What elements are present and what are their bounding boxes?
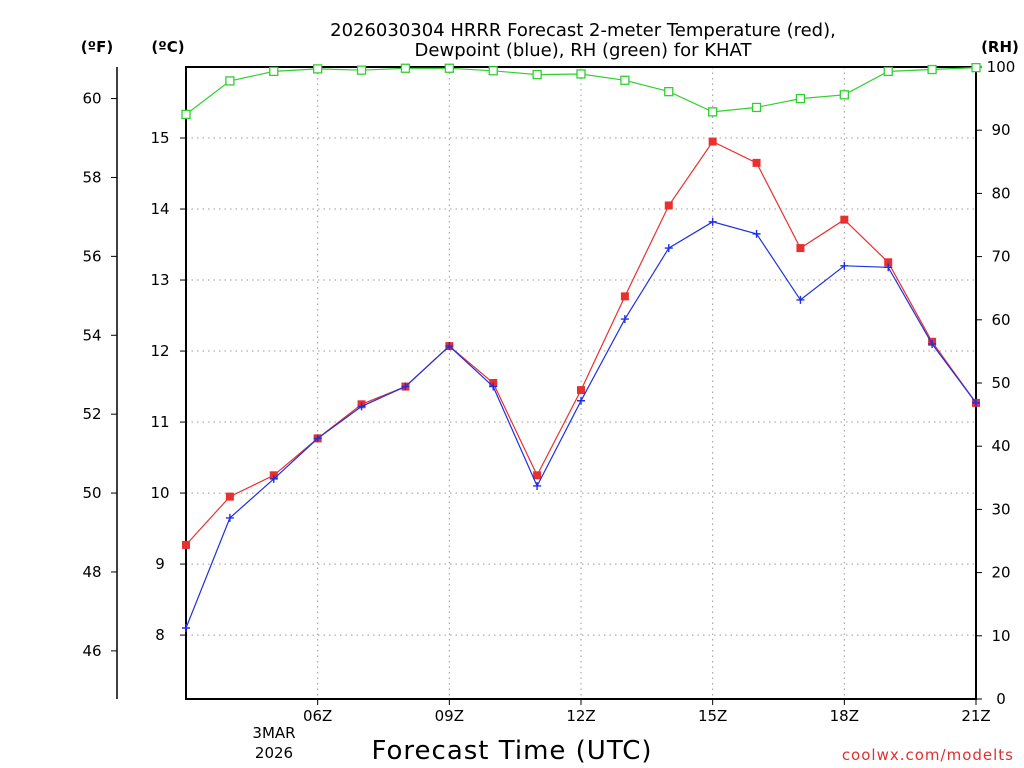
temperature-point <box>620 292 629 301</box>
fahrenheit-tick-label: 48 <box>82 563 101 581</box>
dewpoint-point <box>225 513 234 522</box>
dewpoint-point <box>357 402 366 411</box>
rh-point <box>400 63 411 73</box>
x-tick-label: 12Z <box>566 707 595 725</box>
rh-point <box>532 69 542 80</box>
rh-unit-label: (RH) <box>981 38 1019 56</box>
rh-point <box>883 66 893 77</box>
rh-tick-label: 50 <box>991 374 1010 392</box>
dewpoint-point <box>489 382 498 391</box>
fahrenheit-tick-label: 54 <box>82 326 101 344</box>
rh-point <box>708 107 718 117</box>
dewpoint-point <box>313 434 322 443</box>
temperature-point <box>182 540 190 549</box>
fahrenheit-tick-label: 60 <box>82 90 101 108</box>
x-tick-label: 15Z <box>698 707 727 725</box>
rh-tick-label: 0 <box>996 690 1006 708</box>
fahrenheit-tick-label: 56 <box>82 247 101 265</box>
rh-tick-label: 90 <box>991 121 1010 139</box>
fahrenheit-tick-label: 52 <box>82 405 101 423</box>
rh-tick-label: 70 <box>991 248 1010 266</box>
dewpoint-point <box>401 382 410 391</box>
rh-point <box>751 102 762 113</box>
dewpoint-point <box>445 342 454 351</box>
dewpoint-point <box>840 261 849 270</box>
x-tick-label: 09Z <box>435 707 464 725</box>
rh-point <box>313 64 323 74</box>
dewpoint-point <box>928 339 937 348</box>
x-axis-title: Forecast Time (UTC) <box>371 736 652 766</box>
dewpoint-point <box>182 623 190 632</box>
fahrenheit-tick-label: 58 <box>82 168 101 186</box>
rh-point <box>971 62 981 73</box>
temperature-point <box>884 258 893 267</box>
dewpoint-point <box>533 481 542 490</box>
credit-text: coolwx.com/modelts <box>842 746 1014 764</box>
rh-point <box>664 86 674 97</box>
dewpoint-point <box>664 244 673 253</box>
series-dewpoint <box>182 217 980 632</box>
rh-point <box>488 66 498 76</box>
rh-tick-label: 80 <box>991 184 1010 202</box>
temperature-point <box>533 471 542 480</box>
rh-tick-label: 30 <box>991 500 1010 518</box>
fahrenheit-tick-label: 46 <box>82 642 101 660</box>
temperature-point <box>708 137 717 146</box>
rh-point <box>576 69 586 79</box>
dewpoint-point <box>796 295 805 304</box>
celsius-tick-label: 14 <box>150 200 169 218</box>
chart-title-line2: Dewpoint (blue), RH (green) for KHAT <box>415 40 753 61</box>
rh-tick-label: 100 <box>987 58 1016 76</box>
celsius-tick-label: 15 <box>150 129 169 147</box>
label-layer: 2026030304 HRRR Forecast 2-meter Tempera… <box>81 20 1019 766</box>
celsius-tick-label: 13 <box>150 271 169 289</box>
dewpoint-point <box>620 315 629 324</box>
dewpoint-point <box>577 396 585 405</box>
axes: 8 9 10 11 12 13 14 15 46 48 50 52 54 56 58 60 0 10 20 30 40 5… <box>82 58 1015 725</box>
rh-tick-label: 20 <box>991 564 1010 582</box>
series-layer <box>181 62 981 632</box>
rh-point <box>927 64 937 75</box>
series-rh <box>181 62 981 120</box>
x-tick-label: 06Z <box>303 707 332 725</box>
celsius-tick-label: 9 <box>155 555 165 573</box>
rh-point <box>444 63 454 73</box>
fahrenheit-unit-label: (ºF) <box>81 38 113 56</box>
rh-tick-label: 60 <box>991 311 1010 329</box>
celsius-tick-label: 10 <box>150 484 169 502</box>
rh-point <box>839 90 849 100</box>
rh-point <box>356 65 367 75</box>
x-tick-label: 21Z <box>961 707 990 725</box>
temperature-point <box>840 215 849 224</box>
date-label-day: 3MAR <box>252 724 295 742</box>
celsius-tick-label: 12 <box>150 342 169 360</box>
x-tick-label: 18Z <box>830 707 859 725</box>
fahrenheit-tick-label: 50 <box>82 484 101 502</box>
temperature-point <box>796 244 805 253</box>
dewpoint-point <box>884 263 893 272</box>
grid-lines <box>186 67 977 699</box>
celsius-tick-label: 8 <box>155 626 165 644</box>
rh-tick-label: 10 <box>991 627 1010 645</box>
dewpoint-point <box>269 474 278 483</box>
temperature-point <box>577 386 585 395</box>
celsius-tick-label: 11 <box>150 413 169 431</box>
chart-title-line1: 2026030304 HRRR Forecast 2-meter Tempera… <box>330 20 836 41</box>
rh-point <box>269 66 279 77</box>
dewpoint-point <box>708 217 717 226</box>
rh-point <box>620 75 630 85</box>
rh-tick-label: 40 <box>991 437 1010 455</box>
dewpoint-point <box>752 229 761 238</box>
rh-point <box>795 93 806 104</box>
temperature-point <box>664 201 673 210</box>
date-label-year: 2026 <box>255 744 293 762</box>
temperature-point <box>225 492 234 501</box>
rh-point <box>225 76 235 86</box>
rh-point <box>181 109 191 120</box>
dewpoint-point <box>972 398 980 407</box>
temperature-point <box>752 158 761 167</box>
celsius-unit-label: (ºC) <box>151 38 184 56</box>
